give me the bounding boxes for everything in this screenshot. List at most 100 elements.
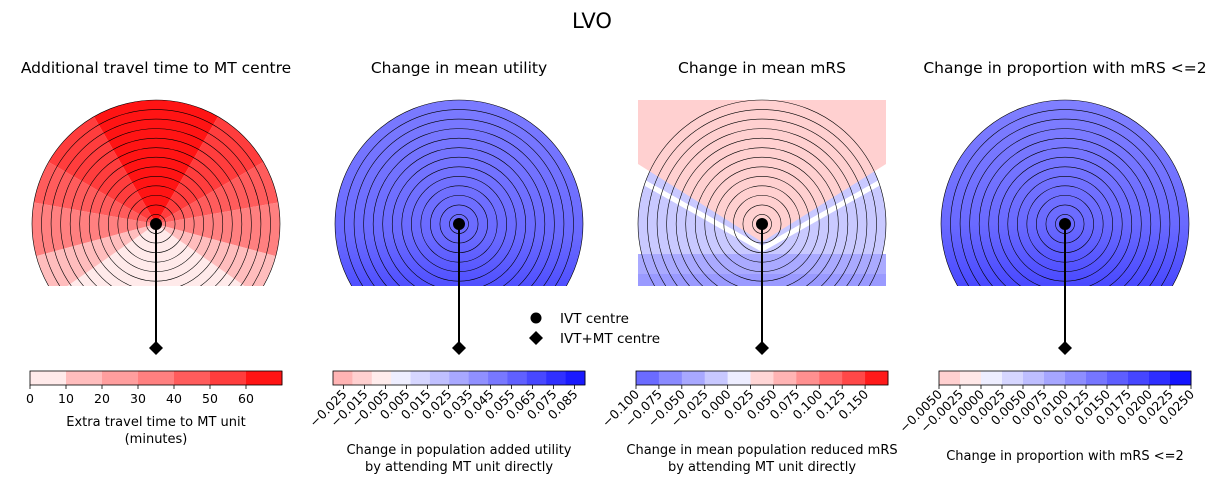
contour-ring [372,137,546,286]
ivt-mt-centre-legend-marker [529,331,543,345]
ivt-centre-marker [453,218,465,230]
contour-ring [940,99,1190,286]
colorbar-frame [29,370,283,386]
colorbar-band [526,371,547,385]
colorbar-band [488,371,508,385]
colorbar-label: (minutes) [125,432,188,447]
contour-ring [353,118,565,286]
contour-ring [656,118,868,286]
colorbar-band [66,371,103,385]
heatmap-band [638,100,886,242]
heatmap-disc [637,99,887,286]
panel-mean-mrs: Change in mean mRS −0.100−0.075−0.050−0.… [599,59,898,475]
contour-ring [334,99,584,286]
colorbar-label: Change in mean population reduced mRS [626,443,897,458]
colorbar-band [1128,371,1150,385]
contour-ring [382,147,536,286]
panel-title: Change in mean utility [371,59,547,77]
heatmap-sector [36,224,156,286]
colorbar-band [352,371,373,385]
contour-ring [41,109,271,286]
heatmap-gradient-fill [941,100,1189,286]
colorbar-label: by attending MT unit directly [365,460,553,475]
colorbar-band [468,371,489,385]
colorbar-tick-label: 10 [58,391,74,406]
colorbar-band [1044,371,1066,385]
colorbar-band [449,371,470,385]
colorbar-label: Change in proportion with mRS <=2 [946,449,1184,464]
colorbar-tick-label: 60 [238,391,254,406]
panel-mean-utility: Change in mean utility −0.025−0.015−0.00… [306,59,586,475]
colorbar-band [174,371,211,385]
panel-proportion-mrs: Change in proportion with mRS <=2 −0.005… [896,59,1206,464]
heatmap-sector [156,224,276,286]
colorbar-band [750,371,774,385]
heatmap-sector [31,202,156,257]
colorbar-tick-label: 30 [130,391,146,406]
ivt-mt-centre-marker [149,341,163,355]
panel-title: Change in mean mRS [678,59,846,77]
contour-ring [694,156,830,286]
ivt-mt-centre-legend-label: IVT+MT centre [560,331,660,347]
colorbar-band [1170,371,1192,385]
contour-ring [988,147,1142,286]
colorbar-band [865,371,889,385]
heatmap-sector [156,162,279,224]
ivt-centre-marker [150,218,162,230]
colorbar-band [565,371,586,385]
colorbar: −0.0050−0.00250.00000.00250.00500.00750.… [896,370,1197,464]
contour-ring [969,128,1161,286]
colorbar-frame [635,370,889,386]
colorbar-band [410,371,431,385]
panel-travel-time: Additional travel time to MT centre 0 10 2… [21,59,291,447]
contour-ring [637,99,887,286]
ivt-mt-centre-marker [1058,341,1072,355]
colorbar-band [210,371,247,385]
colorbar-band [102,371,139,385]
colorbar: −0.100−0.075−0.050−0.0250.0000.0250.0500… [599,370,898,475]
colorbar-tick-label: 40 [166,391,182,406]
contour-ring [997,156,1133,286]
heatmap-disc [31,99,281,286]
colorbar-band [681,371,706,385]
colorbar-band [658,371,683,385]
ivt-centre-legend-marker [530,312,542,324]
contour-ring [675,137,849,286]
colorbar-band [1023,371,1045,385]
colorbar-band [371,371,392,385]
panel-title: Additional travel time to MT centre [21,59,291,77]
colorbar-frame [332,370,586,386]
contour-ring [363,128,555,286]
ivt-mt-centre-marker [755,341,769,355]
ivt-centre-marker [1059,218,1071,230]
ivt-centre-marker [756,218,768,230]
contour-ring [950,109,1180,286]
colorbar-tick-label: 50 [202,391,218,406]
colorbar-label: Extra travel time to MT unit [66,415,245,430]
colorbar-band [1065,371,1087,385]
heatmap-sector [156,202,280,257]
heatmap-sector [33,162,157,224]
colorbar-band [773,371,797,385]
colorbar: −0.025−0.015−0.0050.0050.0150.0250.0350.… [306,370,586,475]
colorbar-label: by attending MT unit directly [668,460,856,475]
heatmap-gradient-fill [335,100,583,286]
marker-legend: IVT centre IVT+MT centre [529,311,660,347]
contour-ring [31,99,281,286]
contour-ring [978,137,1152,286]
colorbar-band [981,371,1003,385]
colorbar-band [507,371,528,385]
contour-ring [50,118,262,286]
ivt-centre-legend-label: IVT centre [560,311,629,327]
colorbar-band [1107,371,1129,385]
colorbar-band [939,371,961,385]
colorbar-band [1002,371,1024,385]
contour-ring [685,147,839,286]
contour-ring [79,147,233,286]
contour-ring [60,128,252,286]
colorbar-band [429,371,450,385]
panel-title: Change in proportion with mRS <=2 [923,59,1206,77]
heatmap-disc [940,99,1190,286]
colorbar-band [1086,371,1108,385]
